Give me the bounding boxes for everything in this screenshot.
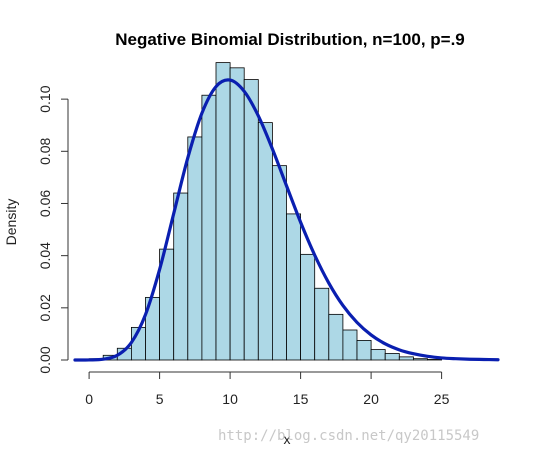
x-tick-label: 15 <box>293 391 309 407</box>
histogram-bar <box>201 94 217 361</box>
y-axis-label: Density <box>3 199 19 246</box>
histogram-bar <box>173 192 189 361</box>
histogram-bar <box>356 340 372 361</box>
histogram-bar <box>286 213 302 361</box>
x-tick-label: 25 <box>434 391 450 407</box>
watermark-text: http://blog.csdn.net/qy20115549 <box>218 428 479 444</box>
y-tick-label: 0.08 <box>37 137 53 164</box>
histogram-bar <box>257 122 273 361</box>
y-axis: 0.00 0.02 0.04 0.06 0.08 0.10 <box>37 85 69 374</box>
y-tick-label: 0.00 <box>37 346 53 373</box>
histogram-bar <box>370 349 386 361</box>
y-tick-label: 0.04 <box>37 242 53 269</box>
y-tick-label: 0.06 <box>37 190 53 217</box>
chart-title: Negative Binomial Distribution, n=100, p… <box>115 30 465 49</box>
histogram-bar <box>427 359 443 361</box>
histogram-bar <box>342 329 358 361</box>
y-tick-label: 0.10 <box>37 85 53 112</box>
histogram-bars <box>88 62 443 361</box>
histogram-bar <box>314 287 330 361</box>
x-tick-label: 5 <box>156 391 164 407</box>
x-tick-label: 10 <box>222 391 238 407</box>
histogram-bar <box>271 165 287 361</box>
x-axis-label: x <box>284 431 291 447</box>
histogram-bar <box>300 253 316 361</box>
histogram-bar <box>328 313 344 361</box>
y-tick-label: 0.02 <box>37 294 53 321</box>
histogram-bar <box>215 62 231 361</box>
histogram-bar <box>398 356 414 361</box>
x-tick-label: 0 <box>85 391 93 407</box>
x-tick-label: 20 <box>363 391 379 407</box>
histogram-bar <box>412 358 428 361</box>
histogram-bar <box>187 136 203 361</box>
histogram-bar <box>384 353 400 361</box>
histogram-bar <box>243 79 259 361</box>
histogram-bar <box>229 67 245 361</box>
density-curve <box>73 78 500 362</box>
x-axis: 0 5 10 15 20 25 <box>85 371 450 407</box>
